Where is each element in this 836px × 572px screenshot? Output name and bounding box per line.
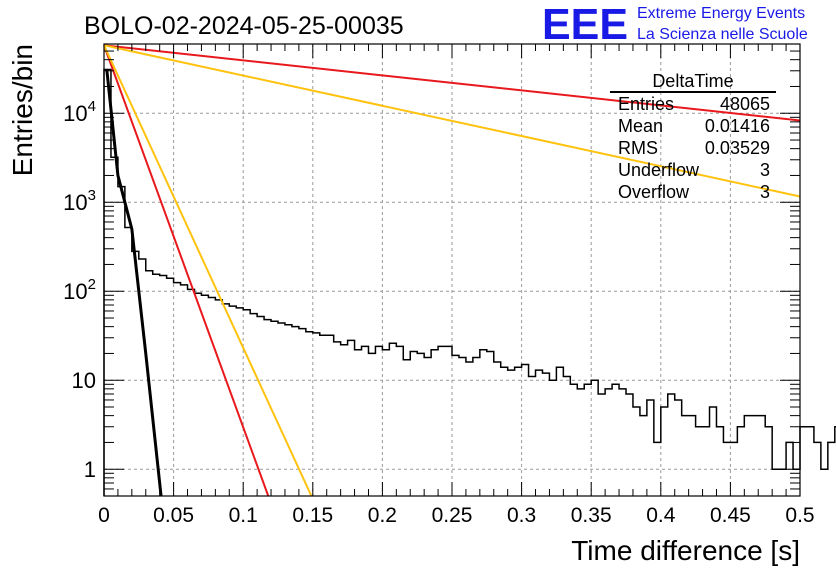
eee-logo-mark: EEE xyxy=(542,0,628,49)
fit-line-1 xyxy=(103,44,801,122)
stats-row-label: Mean xyxy=(618,116,663,136)
stats-row-label: Underflow xyxy=(618,160,700,180)
x-tick-label: 0.1 xyxy=(229,504,258,527)
stats-row-label: Overflow xyxy=(618,182,690,202)
stats-row-value: 0.03529 xyxy=(705,138,770,158)
y-tick-label: 103 xyxy=(63,187,96,215)
y-tick-label: 102 xyxy=(63,276,96,304)
x-tick-label: 0.35 xyxy=(571,504,612,527)
stats-row-value: 0.01416 xyxy=(705,116,770,136)
y-tick-label: 10 xyxy=(72,368,96,393)
grid-lines xyxy=(104,44,800,496)
x-tick-label: 0.15 xyxy=(292,504,333,527)
histogram xyxy=(103,68,836,496)
stats-box: DeltaTime Entries 48065 Mean 0.01416 RMS 0.03… xyxy=(610,71,776,202)
chart-title: BOLO-02-2024-05-25-00035 xyxy=(84,12,404,40)
x-tick-label: 0.4 xyxy=(646,504,676,527)
x-tick-label: 0 xyxy=(98,504,110,527)
eee-logo-line1: Extreme Energy Events xyxy=(637,5,805,22)
stats-row-label: RMS xyxy=(618,138,658,158)
stats-title: DeltaTime xyxy=(652,71,733,91)
fit-line-2 xyxy=(103,44,270,497)
stats-row-value: 3 xyxy=(760,160,770,180)
fit-line-0 xyxy=(105,69,163,497)
y-tick-labels: 1 10 102 103 104 xyxy=(63,98,96,482)
x-tick-label: 0.25 xyxy=(432,504,473,527)
x-tick-label: 0.05 xyxy=(153,504,194,527)
fit-line-4 xyxy=(103,44,313,497)
fit-line-3 xyxy=(103,44,801,198)
x-tick-labels: 0 0.05 0.1 0.15 0.2 0.25 0.3 0.35 0.4 0.45 0.5 xyxy=(98,504,814,527)
stats-row-value: 48065 xyxy=(720,94,770,114)
x-tick-label: 0.45 xyxy=(710,504,751,527)
x-tick-label: 0.3 xyxy=(507,504,536,527)
eee-logo-line2: La Scienza nelle Scuole xyxy=(637,26,808,43)
stats-row-value: 3 xyxy=(760,182,770,202)
fit-curves xyxy=(103,44,801,497)
stats-row-label: Entries xyxy=(618,94,674,114)
x-axis-label: Time difference [s] xyxy=(571,535,800,566)
eee-logo: EEE Extreme Energy Events La Scienza nel… xyxy=(542,0,808,49)
histogram-outline xyxy=(103,68,836,496)
x-tick-label: 0.2 xyxy=(368,504,397,527)
y-tick-label: 104 xyxy=(63,98,96,126)
y-axis-label: Entries/bin xyxy=(7,44,38,176)
x-tick-label: 0.5 xyxy=(785,504,814,527)
axis-ticks xyxy=(103,43,801,497)
y-tick-label: 1 xyxy=(84,457,96,482)
